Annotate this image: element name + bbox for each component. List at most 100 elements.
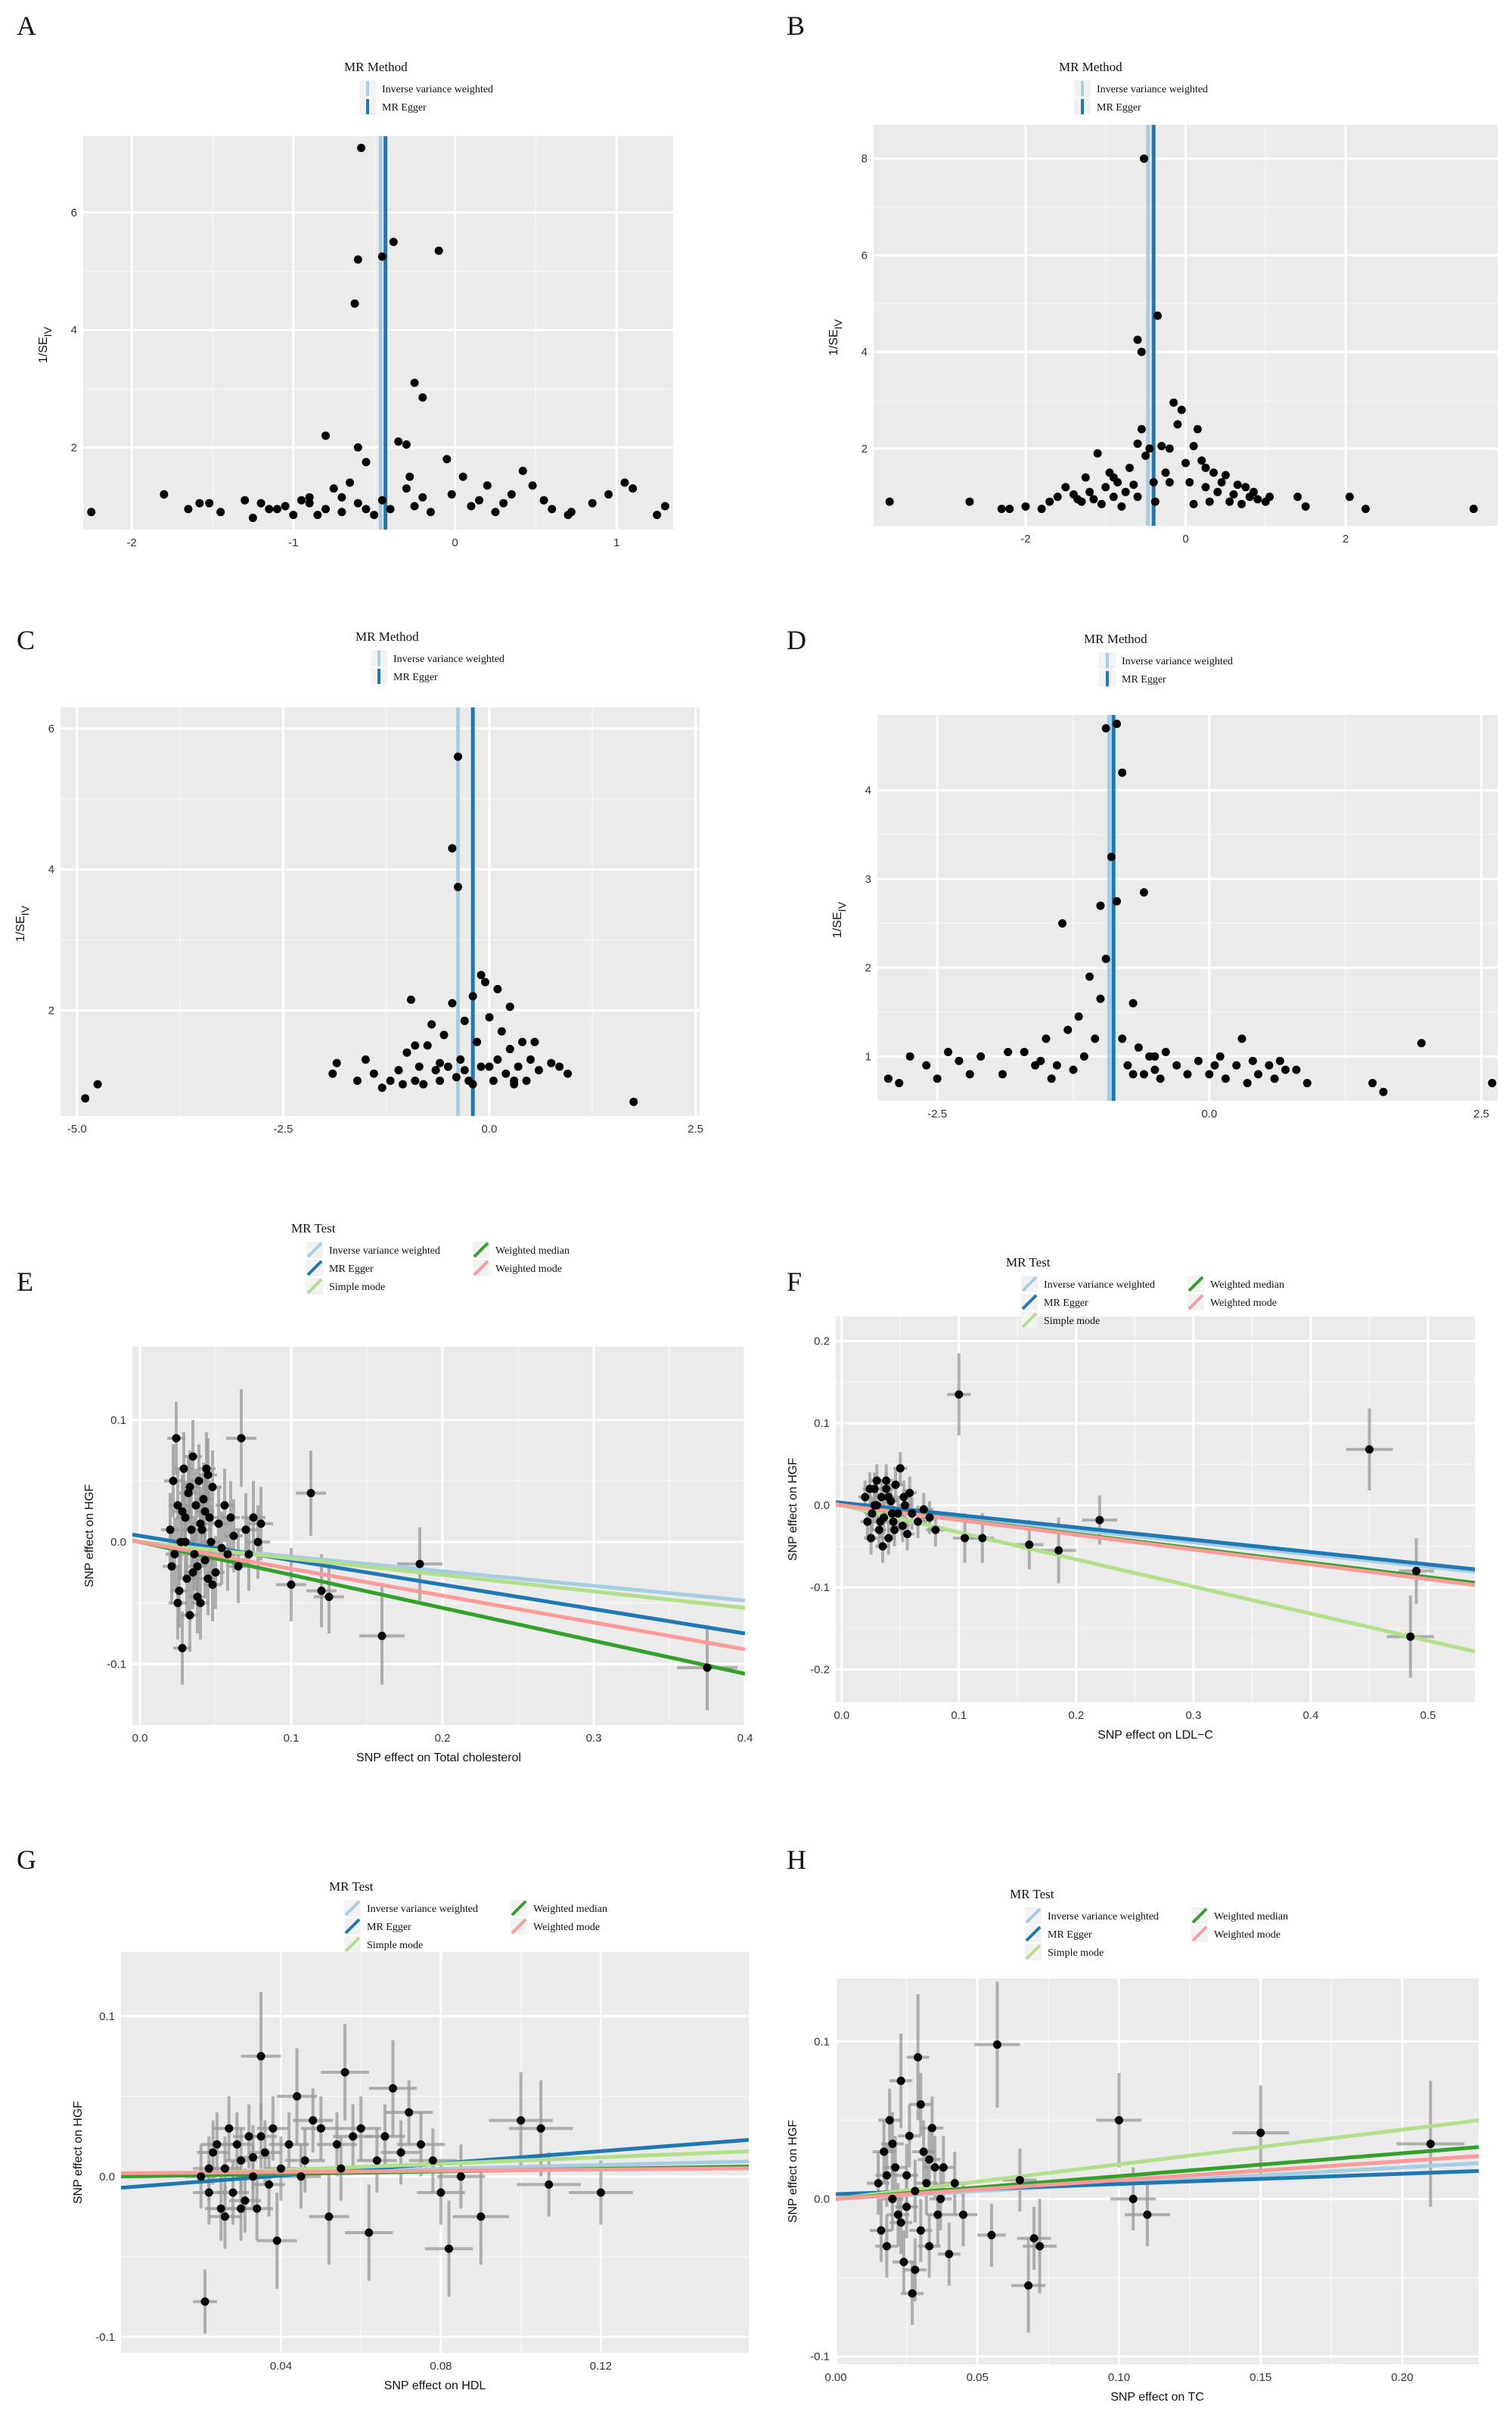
data-point: [253, 1537, 262, 1546]
data-point: [305, 493, 314, 502]
data-point: [505, 1002, 514, 1012]
data-point: [284, 2140, 293, 2149]
data-point: [497, 1027, 506, 1036]
data-point: [447, 490, 456, 499]
data-point: [203, 1574, 213, 1583]
data-point: [1095, 1515, 1104, 1525]
data-point: [324, 2212, 334, 2221]
data-point: [507, 490, 516, 499]
data-point: [493, 1055, 502, 1065]
data-point: [1265, 493, 1274, 502]
legend-key-line: [473, 1260, 489, 1276]
data-point: [423, 1041, 432, 1050]
data-point: [405, 2108, 414, 2117]
legend-key-line: [1025, 1925, 1042, 1942]
legend-b: MR Method Inverse variance weighted MR Egg…: [1059, 60, 1208, 115]
y-axis-label-sub: IV: [832, 319, 844, 329]
x-axis-label: SNP effect on Total cholesterol: [356, 1751, 521, 1764]
legend-entry-label: Inverse variance weighted: [1048, 1911, 1159, 1922]
data-point: [204, 2188, 213, 2197]
data-point: [911, 2265, 920, 2274]
y-axis-label: 1/SEIV: [14, 905, 31, 942]
data-point: [309, 2116, 318, 2125]
data-point: [460, 1016, 469, 1025]
legend-key-line: [344, 1936, 361, 1953]
plot-background-c: [61, 707, 700, 1116]
data-point: [890, 1525, 899, 1534]
data-point: [369, 1069, 378, 1078]
data-point: [386, 505, 395, 514]
x-tick-label: 2: [1343, 533, 1349, 545]
legend-entry-label: Inverse variance weighted: [393, 654, 505, 665]
data-point: [885, 497, 894, 506]
y-tick-label: 3: [865, 873, 871, 886]
y-tick-label: 0.0: [814, 1500, 830, 1512]
data-point: [564, 1069, 573, 1078]
data-point: [1020, 1048, 1029, 1057]
data-point: [329, 484, 338, 493]
data-point: [362, 505, 371, 514]
data-point: [914, 1517, 923, 1526]
legend-entry-label: MR Egger: [367, 1922, 411, 1933]
y-axis-label: 1/SEIV: [831, 901, 848, 938]
x-tick-label: 0.04: [270, 2360, 292, 2373]
data-point: [526, 1055, 535, 1065]
data-point: [293, 2092, 302, 2101]
data-point: [1079, 1052, 1088, 1061]
data-point: [244, 2132, 253, 2141]
data-point: [1185, 478, 1194, 487]
data-point: [1345, 493, 1354, 502]
data-point: [398, 1080, 407, 1089]
data-point: [209, 2148, 218, 2157]
data-point: [1097, 499, 1106, 508]
data-point: [916, 2100, 925, 2109]
data-point: [223, 1549, 232, 1559]
data-point: [454, 752, 463, 761]
data-point: [1181, 458, 1190, 468]
data-point: [1047, 1074, 1056, 1083]
data-point: [884, 1493, 893, 1502]
legend-key-line: [1021, 1312, 1038, 1329]
data-point: [394, 437, 403, 446]
data-point: [1118, 768, 1127, 777]
data-point: [517, 2116, 526, 2125]
data-point: [229, 1531, 238, 1540]
data-point: [1265, 1061, 1274, 1070]
data-point: [998, 1070, 1007, 1079]
data-point: [190, 1549, 199, 1559]
data-point: [1183, 1070, 1192, 1079]
data-point: [1406, 1632, 1415, 1641]
data-point: [1488, 1079, 1497, 1088]
data-point: [965, 1070, 974, 1079]
y-tick-label: 2: [71, 441, 77, 454]
data-point: [1150, 1052, 1160, 1061]
x-tick-label: 0.05: [967, 2371, 989, 2384]
data-point: [313, 511, 322, 520]
data-point: [436, 1076, 445, 1085]
x-tick-label: 0.00: [824, 2371, 846, 2384]
data-point: [173, 1599, 182, 1608]
data-point: [501, 1069, 511, 1078]
data-point: [377, 1083, 387, 1092]
regression-line-simple-mode: [836, 2118, 1479, 2201]
data-point: [426, 508, 435, 517]
legend-entry-label: MR Egger: [1048, 1929, 1092, 1941]
data-point: [1150, 497, 1160, 506]
y-tick-label: 1: [865, 1050, 871, 1063]
legend-entry-label: Weighted mode: [495, 1263, 562, 1275]
data-point: [1093, 449, 1102, 458]
data-point: [905, 1052, 914, 1061]
y-axis-label-main: 1/: [14, 931, 27, 942]
panel-label-f: F: [787, 1267, 802, 1297]
panel-g: G 0.04 0.08 0.12 -0.1 0.0 0.1 SNP effect on HGF…: [17, 1845, 749, 2392]
data-point: [272, 2236, 281, 2246]
data-point: [454, 882, 463, 891]
data-point: [1293, 493, 1302, 502]
plot-area-h: [836, 1981, 1479, 2333]
x-tick-label: 0.15: [1250, 2371, 1271, 2384]
y-tick-label: 4: [865, 785, 871, 797]
data-point: [898, 1521, 907, 1531]
data-point: [919, 2147, 928, 2156]
data-point: [434, 246, 443, 255]
y-axis-label-se: SE: [831, 912, 844, 928]
